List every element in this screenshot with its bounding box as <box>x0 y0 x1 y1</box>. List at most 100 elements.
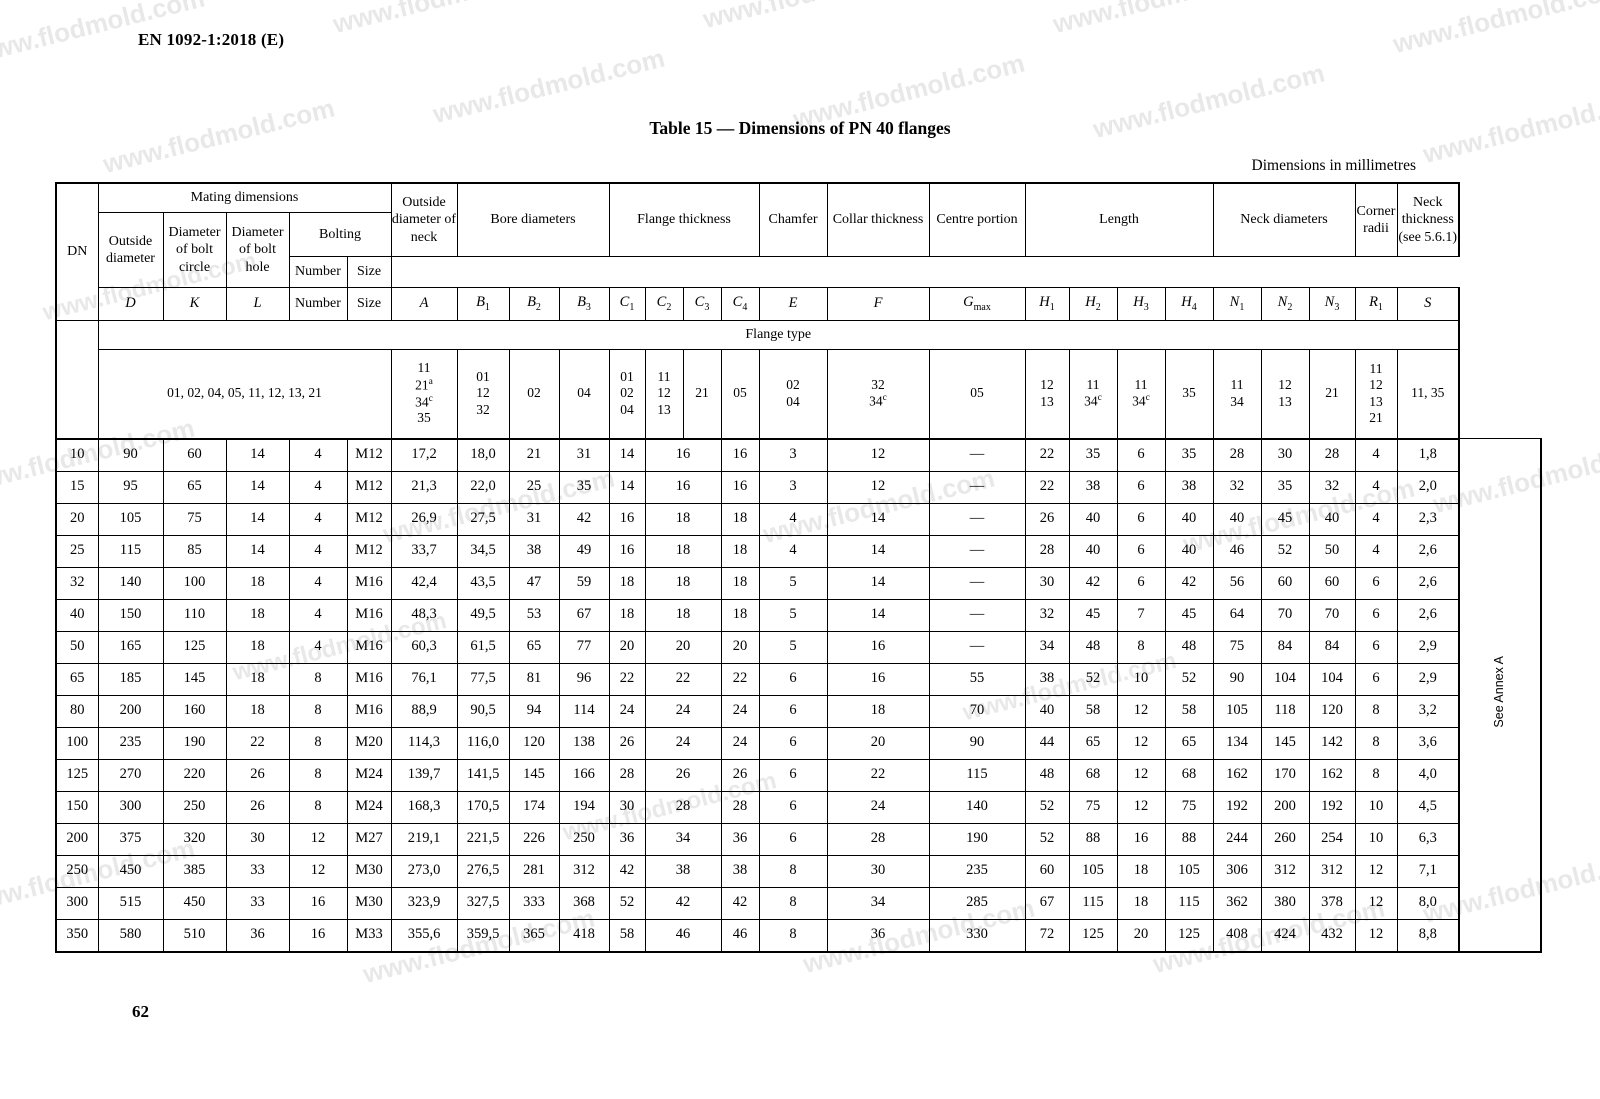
cell-N1: 32 <box>1212 470 1262 504</box>
cell-B3: 77 <box>558 630 610 664</box>
cell-B2: 38 <box>508 534 560 568</box>
cell-dn: 20 <box>55 502 99 536</box>
symbol-Gmax: Gmax <box>928 287 1026 321</box>
cell-F: 20 <box>826 726 930 760</box>
ftype-C3: 21 <box>682 348 722 440</box>
cell-B1: 49,5 <box>456 598 510 632</box>
cell-L: 26 <box>225 790 290 824</box>
cell-N2: 424 <box>1260 918 1310 953</box>
cell-dn: 50 <box>55 630 99 664</box>
cell-C4: 16 <box>720 438 760 472</box>
cell-dn: 125 <box>55 758 99 792</box>
cell-L: 22 <box>225 726 290 760</box>
cell-B2: 65 <box>508 630 560 664</box>
cell-H4: 65 <box>1164 726 1214 760</box>
cell-N3: 120 <box>1308 694 1356 728</box>
cell-S: 2,0 <box>1396 470 1460 504</box>
header-centre-portion: Centre portion <box>928 182 1026 257</box>
table-row: 25 115 85 14 4 M12 33,7 34,5 38 49 16 18 18 4 14—28 40 6… <box>55 534 1541 568</box>
cell-S: 8,8 <box>1396 918 1460 953</box>
header-corner-radii: Corner radii <box>1354 182 1398 257</box>
cell-K: 75 <box>162 502 227 536</box>
cell-dn: 300 <box>55 886 99 920</box>
cell-N3: 162 <box>1308 758 1356 792</box>
cell-B3: 138 <box>558 726 610 760</box>
cell-C4: 24 <box>720 726 760 760</box>
cell-Gmax: 285 <box>928 886 1026 920</box>
ftype-H4: 35 <box>1164 348 1214 440</box>
cell-C1: 58 <box>608 918 646 953</box>
cell-H1: 38 <box>1024 662 1070 696</box>
cell-size: M16 <box>346 630 392 664</box>
cell-E: 6 <box>758 662 828 696</box>
cell-size: M33 <box>346 918 392 953</box>
cell-B2: 21 <box>508 438 560 472</box>
table-row: 80 200 160 18 8 M16 88,9 90,5 94 114 24 24 24 6 18 70 40… <box>55 694 1541 728</box>
ftype-dn-blank2 <box>55 349 99 440</box>
cell-B2: 365 <box>508 918 560 953</box>
cell-F: 30 <box>826 854 930 888</box>
symbol-A: A <box>390 287 458 321</box>
cell-R1: 4 <box>1354 470 1398 504</box>
cell-H1: 48 <box>1024 758 1070 792</box>
header-dn: DN <box>55 182 99 321</box>
spacer-ftype-2 <box>1459 349 1541 439</box>
symbol-C3: C3 <box>682 287 722 321</box>
table-row: 20 105 75 14 4 M12 26,9 27,5 31 42 16 18 18 4 14—26 40 6… <box>55 502 1541 536</box>
cell-D: 165 <box>97 630 164 664</box>
cell-H4: 115 <box>1164 886 1214 920</box>
cell-C2-C3: 42 <box>644 886 722 920</box>
cell-R1: 12 <box>1354 854 1398 888</box>
cell-F: 12 <box>826 470 930 504</box>
cell-N2: 312 <box>1260 854 1310 888</box>
cell-H1: 26 <box>1024 502 1070 536</box>
cell-H1: 60 <box>1024 854 1070 888</box>
cell-N3: 104 <box>1308 662 1356 696</box>
ftype-H1: 12 13 <box>1024 348 1070 440</box>
cell-C2-C3: 16 <box>644 470 722 504</box>
table-row: 40 150 110 18 4 M16 48,3 49,5 53 67 18 18 18 5 14—32 45… <box>55 598 1541 632</box>
ftype-N2: 12 13 <box>1260 348 1310 440</box>
cell-size: M16 <box>346 694 392 728</box>
cell-H1: 22 <box>1024 438 1070 472</box>
cell-dn: 32 <box>55 566 99 600</box>
header-mating-dimensions: Mating dimensions <box>97 182 392 213</box>
cell-F: 14 <box>826 502 930 536</box>
ftype-F: 32 34c <box>826 348 930 440</box>
cell-D: 515 <box>97 886 164 920</box>
cell-Gmax: 115 <box>928 758 1026 792</box>
spacer-ftype <box>1459 321 1541 350</box>
table-row: 200 375 320 30 12 M27 219,1 221,5 226 250 36 34 36 6 2… <box>55 822 1541 856</box>
cell-H2: 105 <box>1068 854 1118 888</box>
cell-S: 1,8 <box>1396 438 1460 472</box>
cell-N1: 75 <box>1212 630 1262 664</box>
cell-E: 6 <box>758 726 828 760</box>
cell-dn: 15 <box>55 470 99 504</box>
cell-C1: 20 <box>608 630 646 664</box>
cell-C4: 16 <box>720 470 760 504</box>
cell-D: 580 <box>97 918 164 953</box>
cell-number: 12 <box>288 822 348 856</box>
cell-number: 8 <box>288 758 348 792</box>
cell-E: 8 <box>758 886 828 920</box>
cell-B1: 90,5 <box>456 694 510 728</box>
cell-Gmax: — <box>928 470 1026 504</box>
cell-K: 110 <box>162 598 227 632</box>
cell-Gmax: — <box>928 566 1026 600</box>
cell-C4: 18 <box>720 566 760 600</box>
header-row-bolting-sub: Number Size <box>56 256 1541 288</box>
cell-B1: 34,5 <box>456 534 510 568</box>
cell-D: 270 <box>97 758 164 792</box>
cell-H1: 30 <box>1024 566 1070 600</box>
pn40-flange-dimensions-table: DN Mating dimensions Outside diameter of… <box>55 182 1542 953</box>
cell-K: 85 <box>162 534 227 568</box>
cell-L: 14 <box>225 438 290 472</box>
symbol-C4: C4 <box>720 287 760 321</box>
cell-L: 14 <box>225 534 290 568</box>
cell-R1: 8 <box>1354 694 1398 728</box>
cell-A: 60,3 <box>390 630 458 664</box>
ftype-N1: 11 34 <box>1212 348 1262 440</box>
table-row: 50 165 125 18 4 M16 60,3 61,5 65 77 20 20 20 5 16—34 48… <box>55 630 1541 664</box>
cell-H3: 18 <box>1116 854 1166 888</box>
cell-R1: 6 <box>1354 566 1398 600</box>
